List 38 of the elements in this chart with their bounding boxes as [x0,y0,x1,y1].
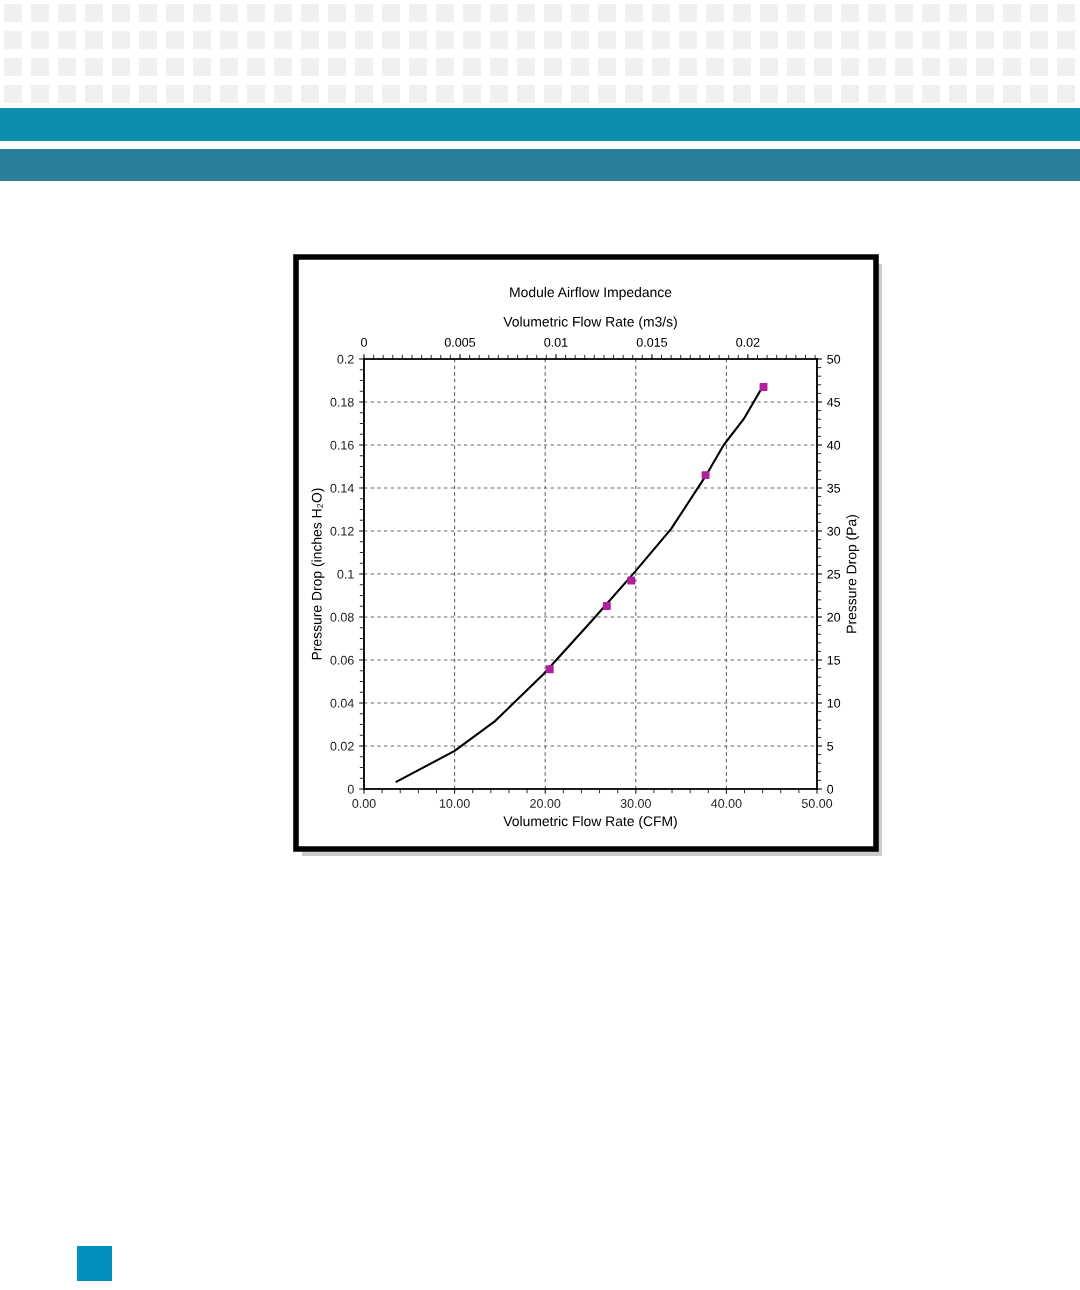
y-axis-title: Pressure Drop (inches H₂O) [311,488,325,660]
x-tick-label: 0.00 [352,799,376,808]
x2-tick-label: 0.02 [736,337,760,347]
x2-tick-label: 0.01 [544,337,568,347]
y2-tick-label: 25 [827,569,841,579]
y-tick-label: 0.06 [330,655,354,665]
y2-tick-label: 35 [827,483,841,493]
y2-tick-label: 50 [827,354,841,364]
x-axis-title: Volumetric Flow Rate (CFM) [503,815,677,829]
x2-tick-label: 0.005 [444,337,476,347]
x2-tick-label: 0.015 [636,337,668,347]
x-tick-label: 30.00 [620,799,651,808]
y2-tick-label: 40 [827,440,841,450]
y-tick-label: 0.14 [330,483,354,493]
x-tick-label: 20.00 [530,799,561,808]
y2-axis-title: Pressure Drop (Pa) [846,515,860,633]
y2-tick-label: 0 [827,784,834,794]
y-tick-label: 0 [347,784,354,794]
y2-tick-label: 5 [827,741,834,751]
y2-tick-label: 20 [827,612,841,622]
y2-tick-label: 15 [827,655,841,665]
y2-tick-label: 10 [827,698,841,708]
chart-title: Module Airflow Impedance [510,286,672,300]
x-tick-label: 10.00 [439,799,470,808]
y-tick-label: 0.16 [330,440,354,450]
y2-tick-label: 30 [827,526,841,536]
y-tick-label: 0.12 [330,526,354,536]
y-tick-label: 0.1 [337,569,354,579]
y-tick-label: 0.2 [337,354,354,364]
y-tick-label: 0.02 [330,741,354,751]
x-tick-label: 40.00 [711,799,742,808]
y2-tick-label: 45 [827,397,841,407]
x2-tick-label: 0 [361,337,367,347]
x-tick-label: 50.00 [801,799,833,808]
y-tick-label: 0.08 [330,612,354,622]
y-tick-label: 0.18 [330,397,354,407]
y-tick-label: 0.04 [330,698,354,708]
x2-axis-title: Volumetric Flow Rate (m3/s) [503,316,677,330]
